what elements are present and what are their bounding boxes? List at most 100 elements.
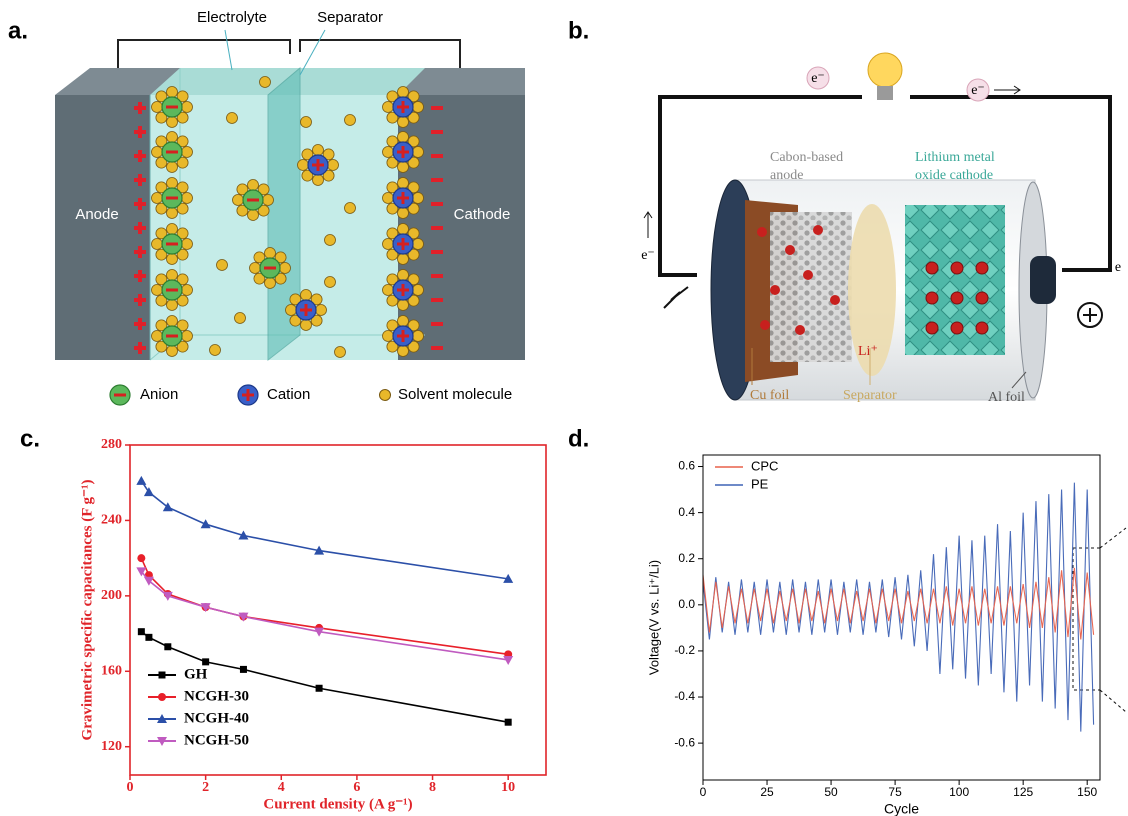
minus: [431, 226, 443, 230]
electron-label: e⁻: [811, 71, 825, 86]
x-tick-label: 50: [824, 785, 838, 799]
li-ion: [795, 325, 805, 335]
separator-label: Separator: [843, 388, 897, 403]
cation: [383, 132, 424, 173]
x-tick-label: 4: [278, 780, 285, 795]
cu-foil-label: Cu foil: [750, 388, 789, 403]
anion: [152, 270, 193, 311]
electron-label: e⁻: [641, 248, 655, 263]
y-tick-label: -0.4: [674, 689, 695, 703]
minus: [431, 130, 443, 134]
figure: a. b. c. d. Anode Cathode Electrolyte Se…: [0, 0, 1128, 816]
legend-label: Cation: [267, 386, 310, 403]
legend-anion: [110, 385, 130, 405]
marker: [144, 487, 154, 496]
minus: [431, 250, 443, 254]
minus: [431, 346, 443, 350]
x-tick-label: 25: [760, 785, 774, 799]
legend-label: NCGH-40: [184, 710, 249, 726]
x-tick-label: 100: [949, 785, 969, 799]
electrolyte-label: Electrolyte: [197, 9, 267, 26]
minus: [431, 154, 443, 158]
minus: [431, 274, 443, 278]
solvent-molecule: [325, 235, 336, 246]
y-tick-label: 240: [101, 513, 122, 528]
panel-label: c.: [20, 425, 40, 452]
li-ion: [951, 322, 963, 334]
electron-label: e: [1115, 260, 1121, 275]
li-ion: [803, 270, 813, 280]
cathode-label: Cathode: [454, 206, 511, 223]
marker: [202, 658, 209, 665]
y-tick-label: 0.0: [678, 597, 695, 611]
solvent-molecule: [217, 260, 228, 271]
minus: [431, 298, 443, 302]
y-tick-label: -0.2: [674, 643, 695, 657]
graphite: [770, 212, 852, 362]
y-tick-label: 0.6: [678, 459, 695, 473]
panel-label: a.: [8, 17, 28, 44]
li-ion: [926, 322, 938, 334]
panel-a: Anode Cathode Electrolyte Separator: [55, 9, 525, 405]
lightning: [664, 287, 688, 308]
solvent-molecule: [235, 313, 246, 324]
bulb-base: [877, 86, 893, 100]
bulb: [868, 53, 902, 87]
li-ion: [976, 322, 988, 334]
anode-label: Cabon-based: [770, 150, 843, 165]
cathode-label: Lithium metal: [915, 150, 995, 165]
solvent-molecule: [325, 277, 336, 288]
minus: [431, 106, 443, 110]
anion: [152, 316, 193, 357]
y-tick-label: 0.2: [678, 551, 695, 565]
marker: [145, 634, 152, 641]
x-tick-label: 8: [429, 780, 436, 795]
cation: [383, 224, 424, 265]
legend-label: CPC: [751, 458, 778, 473]
al-foil-label: Al foil: [988, 390, 1025, 405]
marker: [201, 519, 211, 528]
li-ion: [785, 245, 795, 255]
legend-marker: [158, 693, 166, 701]
y-tick-label: -0.6: [674, 735, 695, 749]
li-ion: [951, 292, 963, 304]
cathode-block: [398, 95, 525, 360]
legend-label: NCGH-30: [184, 688, 249, 704]
x-tick-label: 2: [202, 780, 209, 795]
x-tick-label: 6: [353, 780, 360, 795]
y-tick-label: 160: [101, 664, 122, 679]
legend-cation: [238, 385, 258, 405]
panel-b: e⁻ e⁻ e⁻ e Cabon-based anode Lithium met…: [641, 53, 1121, 405]
anode-label: anode: [770, 168, 803, 183]
x-tick-label: 75: [888, 785, 902, 799]
cation: [383, 316, 424, 357]
panel-label: b.: [568, 17, 589, 44]
li-ion: [830, 295, 840, 305]
solvent-molecule: [210, 345, 221, 356]
marker: [164, 643, 171, 650]
li-ion: [770, 285, 780, 295]
solvent-molecule: [260, 77, 271, 88]
legend-solvent: [380, 390, 391, 401]
y-tick-label: 200: [101, 588, 122, 603]
marker: [138, 628, 145, 635]
marker: [136, 476, 146, 485]
cation: [286, 290, 327, 331]
series-line: [141, 558, 508, 654]
solvent-molecule: [227, 113, 238, 124]
legend-label: NCGH-50: [184, 732, 249, 748]
y-axis-label: Voltage(V vs. Li⁺/Li): [646, 560, 661, 675]
legend-label: GH: [184, 666, 208, 682]
minus: [431, 178, 443, 182]
x-axis-label: Cycle: [884, 801, 919, 816]
li-ion: [976, 262, 988, 274]
minus: [431, 202, 443, 206]
x-tick-label: 0: [127, 780, 134, 795]
li-ion: [976, 292, 988, 304]
marker: [505, 719, 512, 726]
cation: [383, 270, 424, 311]
leader: [225, 30, 232, 70]
y-tick-label: 0.4: [678, 505, 695, 519]
x-tick-label: 0: [700, 785, 707, 799]
arrow: [644, 212, 652, 238]
